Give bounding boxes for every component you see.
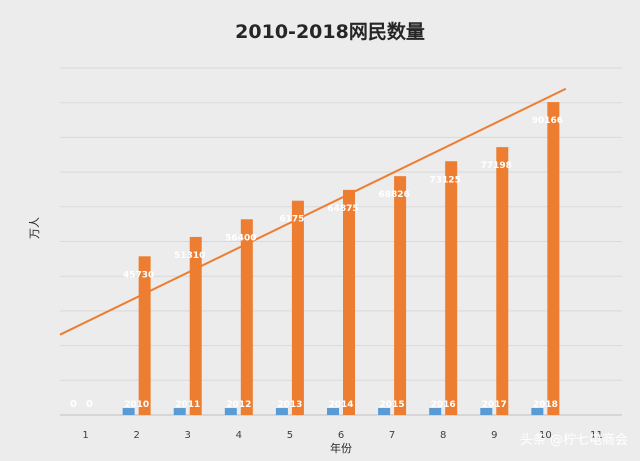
data-label-series2: 64875 <box>327 204 358 214</box>
bar-series1 <box>327 408 339 415</box>
x-tick-label: 7 <box>389 430 395 441</box>
bar-series2 <box>394 176 407 415</box>
data-label-series1: 2011 <box>175 400 200 410</box>
data-label-series2: 56400 <box>225 233 256 243</box>
watermark-text: 头条 @柠七电商会 <box>520 432 628 448</box>
data-label-series2: 68826 <box>378 190 409 200</box>
data-label-series1: 2012 <box>226 400 251 410</box>
y-axis-title: 万人 <box>28 217 41 239</box>
bar-series1 <box>275 408 288 415</box>
x-tick-labels: 1 2 3 4 5 6 7 8 9 10 11 <box>82 430 602 441</box>
bar-series2 <box>291 200 304 415</box>
x-tick-label: 9 <box>491 430 497 441</box>
x-tick-label: 10 <box>539 430 552 441</box>
bar-series1 <box>531 407 544 415</box>
x-axis-title: 年份 <box>330 441 352 455</box>
data-label-series2: 73125 <box>430 175 461 185</box>
x-tick-label: 5 <box>287 430 293 441</box>
data-label-series1: 2016 <box>431 400 456 410</box>
data-label-series2: 77198 <box>481 161 512 171</box>
bars-group <box>122 102 560 416</box>
gridlines <box>60 67 622 416</box>
x-tick-label: 4 <box>236 430 242 441</box>
x-tick-label: 6 <box>338 430 344 441</box>
data-label-series1: 2010 <box>124 400 149 410</box>
data-label-series1: 2014 <box>328 400 353 410</box>
bar-series1 <box>429 408 442 415</box>
bar-series2 <box>240 219 253 415</box>
x-tick-label: 8 <box>440 430 446 441</box>
bar-series2 <box>189 236 202 415</box>
x-tick-label: 2 <box>133 430 139 441</box>
bar-series1 <box>378 408 391 415</box>
data-label-series1: 2017 <box>482 400 507 410</box>
x-tick-label: 11 <box>590 430 603 441</box>
bar-series2 <box>547 102 560 416</box>
x-tick-label: 1 <box>82 430 88 441</box>
bar-series1 <box>173 408 186 415</box>
data-label-series1: 2018 <box>533 400 558 410</box>
bar-series1 <box>224 408 237 415</box>
bar-series1 <box>122 408 135 415</box>
x-tick-label: 3 <box>185 430 191 441</box>
data-labels-group: 0 0 2010 45730 2011 51310 2012 56400 2013 6175 201… <box>70 116 563 410</box>
bar-series2 <box>445 161 458 415</box>
trendline-group <box>59 87 567 336</box>
bar-series1 <box>480 408 493 415</box>
data-label-series2: 51310 <box>174 251 205 261</box>
bar-series2 <box>496 147 509 416</box>
data-label-series2: 45730 <box>123 270 154 280</box>
data-label-series1: 2015 <box>380 400 405 410</box>
data-label-series1: 2013 <box>277 400 302 410</box>
data-label-series1: 0 <box>70 399 77 410</box>
data-label-series2: 6175 <box>279 215 304 225</box>
bar-series2 <box>343 189 355 415</box>
chart-title: 2010-2018网民数量 <box>235 20 425 43</box>
trendline <box>59 87 567 336</box>
data-label-series2: 0 <box>86 399 93 410</box>
data-label-series2: 90166 <box>532 116 563 126</box>
